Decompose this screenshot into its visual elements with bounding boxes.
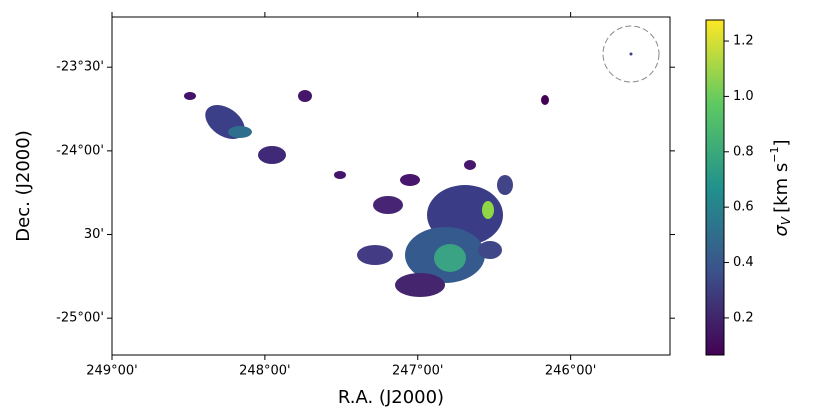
y-tick-label: -25°00': [56, 311, 104, 326]
colorbar-tick-label: 0.4: [733, 255, 754, 270]
emission-map: [184, 90, 549, 297]
plot-frame: [111, 16, 671, 356]
beam: [602, 25, 660, 83]
x-tick-label: 247°00': [392, 364, 443, 379]
colorbar-tick-label: 1.2: [733, 34, 754, 49]
y-axis-label: Dec. (J2000): [13, 130, 34, 241]
y-tick-label: 30': [84, 227, 104, 242]
colorbar-tick-label: 0.8: [733, 144, 754, 159]
colorbar: [705, 19, 725, 356]
colorbar-tick-label: 0.6: [733, 200, 754, 215]
x-axis-label: R.A. (J2000): [338, 387, 444, 408]
x-tick-label: 249°00': [86, 364, 137, 379]
colorbar-tick-label: 1.0: [733, 89, 754, 104]
x-tick-label: 248°00': [239, 364, 290, 379]
colorbar-label: σV[km s−1]: [768, 140, 793, 237]
beam-center: [629, 52, 633, 56]
x-tick-label: 246°00': [545, 364, 596, 379]
y-tick-label: -23°30': [56, 60, 104, 75]
colorbar-tick-label: 0.2: [733, 310, 754, 325]
y-tick-label: -24°00': [56, 143, 104, 158]
